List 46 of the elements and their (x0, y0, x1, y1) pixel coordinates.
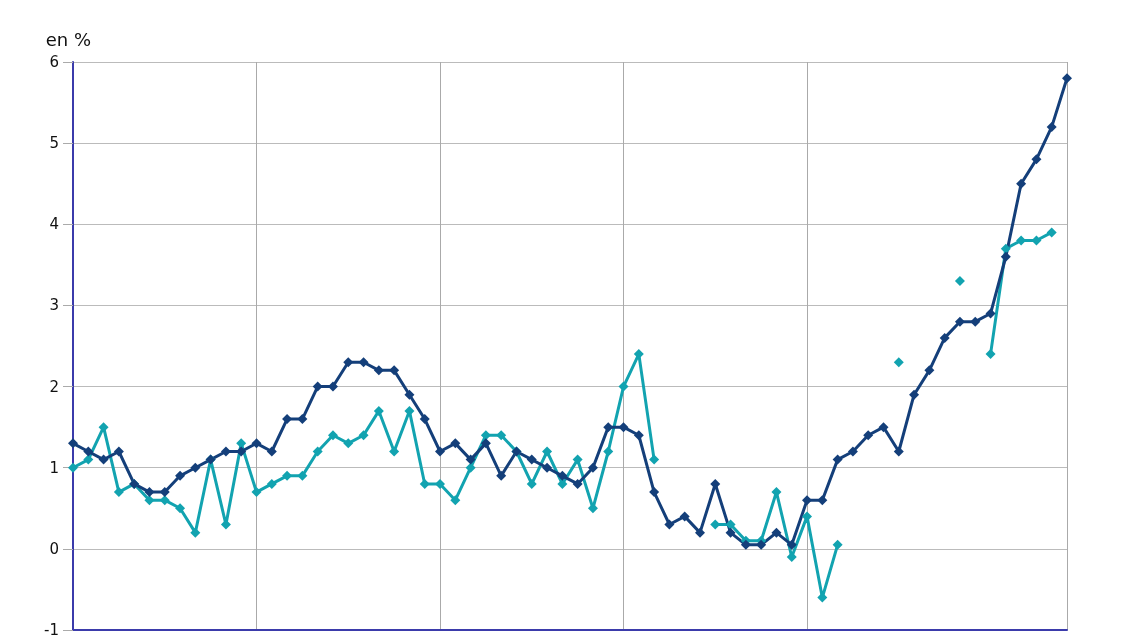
y-axis-title: en % (45, 28, 91, 50)
point (190, 527, 201, 538)
point (572, 454, 583, 465)
point (83, 454, 94, 465)
point (98, 422, 109, 433)
point (526, 478, 537, 489)
point (343, 438, 354, 449)
point (1000, 243, 1011, 254)
point (358, 430, 369, 441)
point (419, 478, 430, 489)
point (465, 462, 476, 473)
point (893, 357, 904, 368)
point (603, 446, 614, 457)
point (327, 430, 338, 441)
point (480, 430, 491, 441)
y-tick-label: 4 (49, 215, 59, 234)
point (450, 495, 461, 506)
point (649, 454, 660, 465)
point (68, 462, 78, 473)
y-tick-label: 5 (49, 134, 59, 153)
point (144, 495, 155, 506)
point (266, 478, 277, 489)
point (175, 503, 186, 514)
y-tick-label: 1 (49, 458, 59, 477)
point (113, 487, 124, 498)
point (435, 478, 446, 489)
point (312, 446, 323, 457)
y-tick-label: 6 (49, 53, 59, 71)
point (542, 446, 553, 457)
point (832, 539, 843, 550)
y-tick-label: 0 (49, 539, 59, 558)
point (725, 519, 736, 530)
point (373, 405, 384, 416)
y-tick-label: 2 (49, 377, 59, 396)
point (251, 487, 262, 498)
point (389, 446, 400, 457)
point (496, 430, 507, 441)
point (1046, 227, 1057, 238)
y-tick-label: -1 (44, 621, 59, 639)
y-tick-label: 3 (49, 296, 59, 315)
point (297, 470, 308, 481)
point (618, 381, 629, 392)
point (404, 405, 415, 416)
point (954, 276, 965, 287)
point (159, 495, 170, 506)
point (985, 349, 996, 360)
